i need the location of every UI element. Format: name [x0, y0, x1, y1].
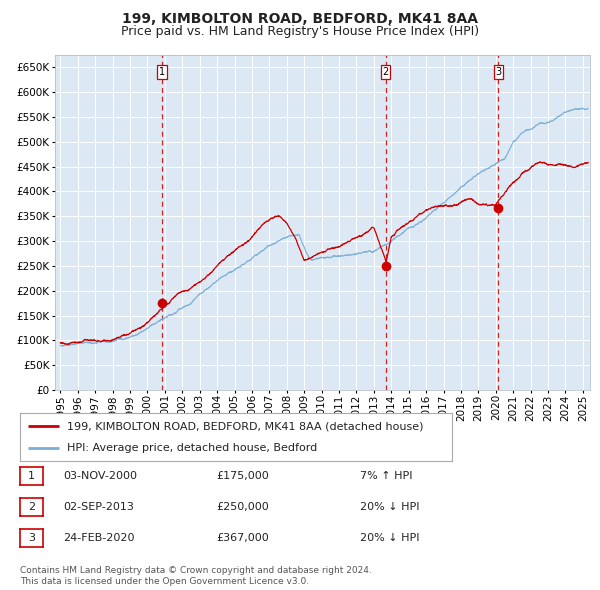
Text: 7% ↑ HPI: 7% ↑ HPI	[360, 471, 413, 481]
Text: £175,000: £175,000	[216, 471, 269, 481]
Text: Price paid vs. HM Land Registry's House Price Index (HPI): Price paid vs. HM Land Registry's House …	[121, 25, 479, 38]
Text: £367,000: £367,000	[216, 533, 269, 543]
Text: 24-FEB-2020: 24-FEB-2020	[63, 533, 134, 543]
Text: 02-SEP-2013: 02-SEP-2013	[63, 502, 134, 512]
Text: 2: 2	[382, 67, 389, 77]
Text: 20% ↓ HPI: 20% ↓ HPI	[360, 533, 419, 543]
Text: HPI: Average price, detached house, Bedford: HPI: Average price, detached house, Bedf…	[67, 443, 317, 453]
Text: 199, KIMBOLTON ROAD, BEDFORD, MK41 8AA: 199, KIMBOLTON ROAD, BEDFORD, MK41 8AA	[122, 12, 478, 26]
Text: 3: 3	[496, 67, 502, 77]
Text: 03-NOV-2000: 03-NOV-2000	[63, 471, 137, 481]
Text: Contains HM Land Registry data © Crown copyright and database right 2024.
This d: Contains HM Land Registry data © Crown c…	[20, 566, 371, 586]
Text: 1: 1	[159, 67, 165, 77]
Text: 199, KIMBOLTON ROAD, BEDFORD, MK41 8AA (detached house): 199, KIMBOLTON ROAD, BEDFORD, MK41 8AA (…	[67, 421, 424, 431]
Text: £250,000: £250,000	[216, 502, 269, 512]
Text: 1: 1	[28, 471, 35, 481]
Text: 20% ↓ HPI: 20% ↓ HPI	[360, 502, 419, 512]
Text: 3: 3	[28, 533, 35, 543]
Text: 2: 2	[28, 502, 35, 512]
